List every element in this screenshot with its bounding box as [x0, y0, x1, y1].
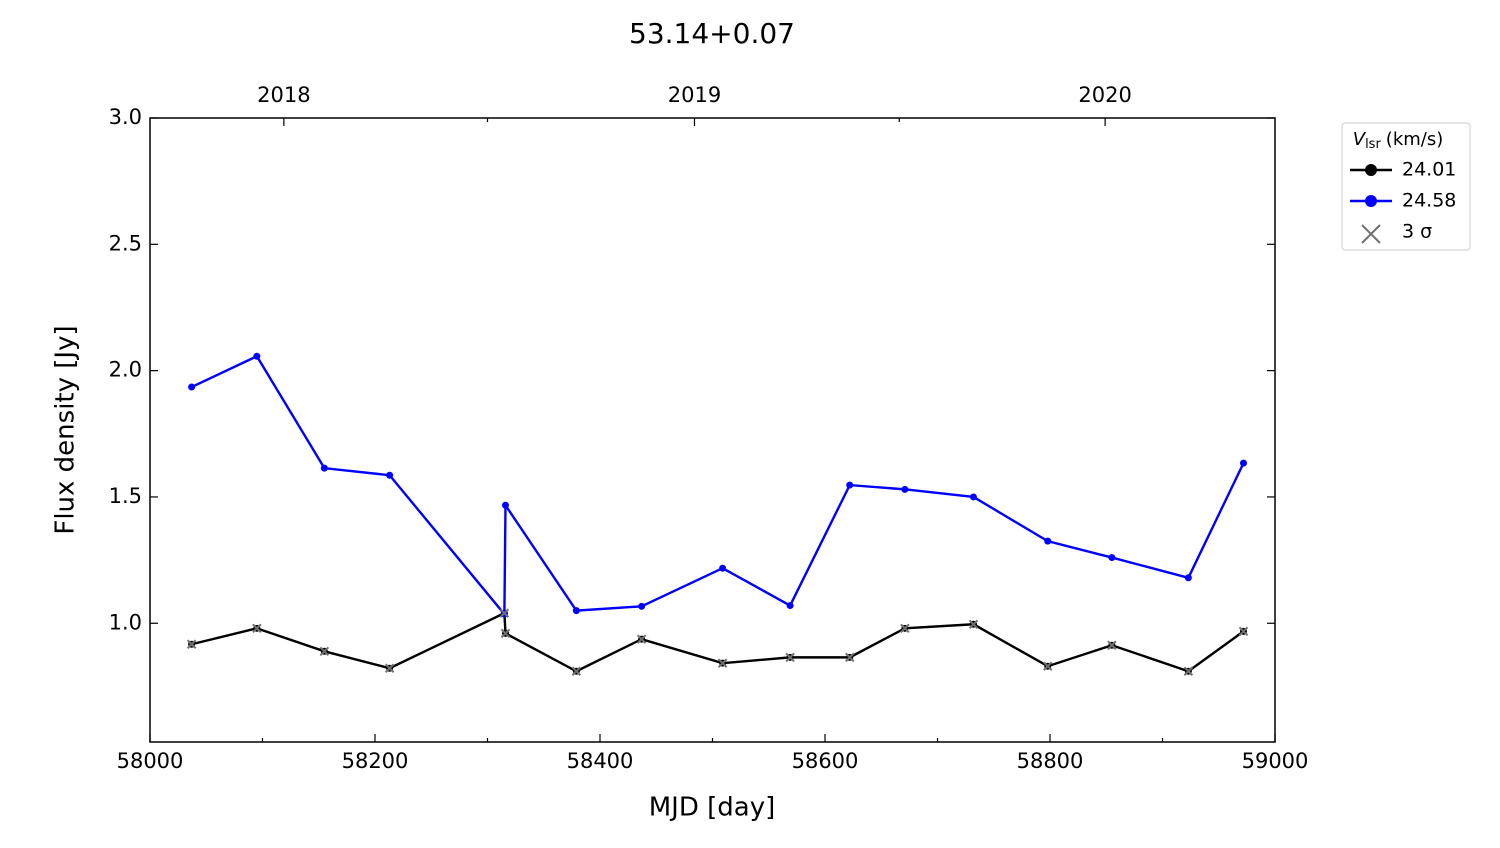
sigma-marker: [1183, 666, 1194, 676]
chart-title: 53.14+0.07: [629, 17, 795, 50]
data-point: [188, 383, 196, 391]
sigma-marker: [1043, 661, 1053, 671]
sigma-marker: [900, 623, 910, 634]
data-point: [786, 602, 794, 610]
y-tick-label: 1.0: [109, 610, 142, 634]
series-line: [191, 354, 1245, 618]
sigma-marker: [319, 646, 330, 657]
legend-label: 24.01: [1402, 159, 1456, 181]
sigma-marker: [845, 652, 855, 663]
data-point: [846, 481, 854, 489]
data-point: [1240, 459, 1247, 467]
y-tick-label: 2.0: [109, 358, 142, 382]
y-axis-label: Flux density [Jy]: [51, 325, 81, 534]
data-point: [1044, 537, 1052, 545]
data-point: [638, 602, 646, 610]
legend-title-subscript: lsr: [1365, 137, 1381, 152]
sigma-marker: [1107, 640, 1117, 650]
x-axis-label: MJD [day]: [649, 793, 776, 823]
data-point: [502, 501, 509, 509]
sigma-marker: [499, 608, 510, 618]
sigma-marker: [186, 639, 197, 649]
data-point: [386, 471, 394, 479]
sigma-marker: [384, 663, 395, 673]
legend-marker: [1361, 224, 1381, 244]
data-point: [572, 607, 580, 615]
sigma-marker: [571, 666, 582, 676]
legend-title: Vlsr (km/s): [1353, 129, 1444, 152]
data-point: [719, 564, 727, 572]
x2-tick-label: 2020: [1078, 83, 1131, 107]
x-tick-label: 58200: [342, 749, 409, 773]
sigma-marker: [636, 634, 647, 644]
y-tick-label: 1.5: [109, 484, 142, 508]
data-point: [1108, 554, 1116, 562]
x-tick-label: 58800: [1017, 749, 1084, 773]
legend-label: 24.58: [1402, 190, 1456, 212]
data-point: [901, 485, 909, 493]
x-tick-label: 59000: [1242, 749, 1309, 773]
x-tick-label: 58400: [567, 749, 634, 773]
sigma-marker: [968, 619, 979, 629]
series-line: [191, 611, 1245, 673]
legend-title-symbol: V: [1353, 129, 1367, 150]
x2-tick-label: 2019: [668, 83, 721, 107]
x-tick-label: 58600: [792, 749, 859, 773]
legend-box: [1341, 122, 1471, 251]
sigma-marker: [500, 628, 511, 639]
sigma-marker: [1238, 626, 1249, 637]
sigma-marker: [785, 652, 795, 663]
x2-tick-label: 2018: [257, 83, 310, 107]
legend-marker: [1365, 195, 1377, 207]
y-tick-label: 2.5: [109, 231, 142, 255]
sigma-marker: [252, 623, 262, 634]
sigma-marker: [717, 658, 728, 668]
x-tick-label: 58000: [117, 749, 184, 773]
data-point: [320, 464, 328, 472]
legend-label: 3 σ: [1402, 221, 1432, 243]
y-tick-label: 3.0: [109, 105, 142, 129]
legend-marker: [1365, 164, 1377, 176]
data-point: [1184, 574, 1192, 582]
legend-title-unit: (km/s): [1386, 129, 1443, 150]
data-point: [970, 493, 977, 501]
data-point: [253, 352, 261, 360]
